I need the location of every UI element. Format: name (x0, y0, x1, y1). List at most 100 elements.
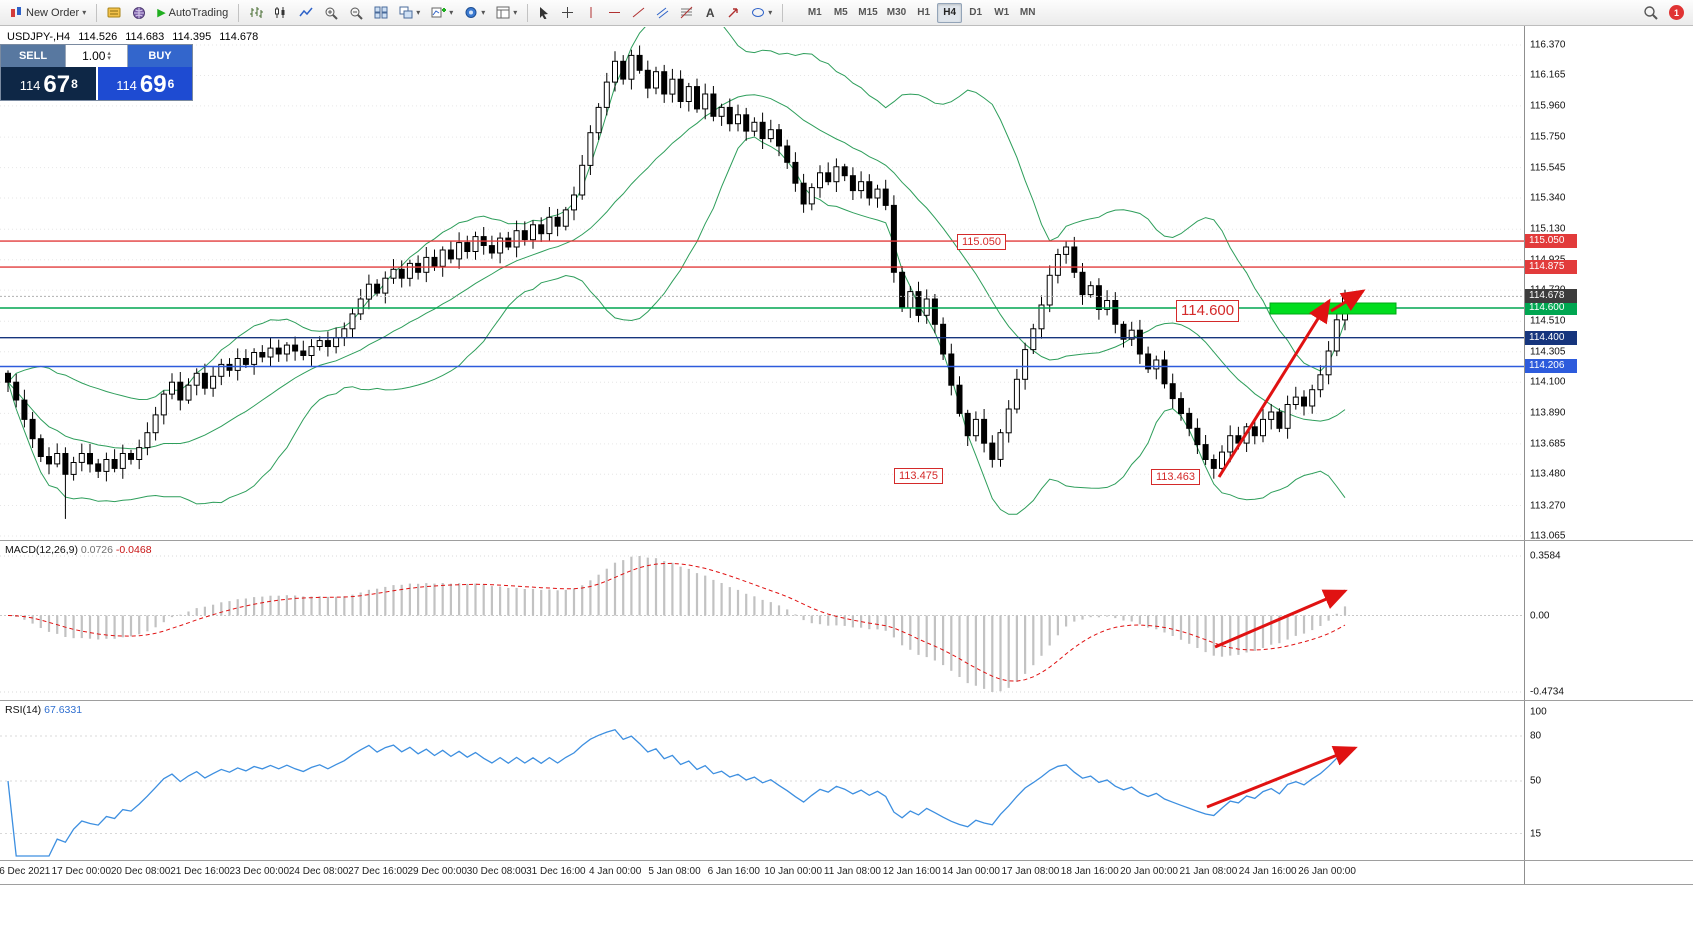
arrange-windows-button[interactable]: ▾ (394, 2, 425, 24)
timeframe-button-m1[interactable]: M1 (802, 3, 827, 23)
macd-scale-top: 0.3584 (1530, 550, 1561, 562)
rsi-scale-80: 80 (1530, 730, 1542, 742)
fibonacci-tool-button[interactable] (675, 2, 698, 24)
tile-windows-button[interactable] (369, 2, 393, 24)
volume-up-button[interactable]: ▴ (107, 50, 111, 57)
trend-arrow[interactable] (1214, 589, 1348, 649)
channel-tool-button[interactable] (651, 2, 674, 24)
new-order-button[interactable]: New Order ▾ (5, 2, 91, 24)
profiles-icon (465, 7, 477, 18)
buy-button[interactable]: BUY (128, 45, 192, 67)
time-tick-label: 31 Dec 16:00 (526, 866, 586, 877)
buy-price-box[interactable]: 114 69 6 (97, 67, 192, 100)
line-chart-button[interactable] (294, 2, 318, 24)
shapes-icon (752, 8, 765, 17)
horizontal-line-tool-button[interactable] (603, 2, 626, 24)
templates-button[interactable]: ▾ (491, 2, 522, 24)
buy-price-big: 69 (139, 71, 167, 98)
macd-name: MACD(12,26,9) (5, 544, 78, 556)
time-tick-label: 17 Jan 08:00 (1001, 866, 1060, 877)
symbol-timeframe: USDJPY-,H4 (7, 31, 71, 43)
sell-button[interactable]: SELL (1, 45, 65, 67)
trend-arrow[interactable] (1206, 746, 1358, 809)
price-annotation-115.050[interactable]: 115.050 (957, 234, 1006, 251)
community-button[interactable] (127, 2, 151, 24)
price-tag-114.400: 114.400 (1525, 330, 1577, 345)
trendline-tool-button[interactable] (627, 2, 650, 24)
timeframe-button-w1[interactable]: W1 (989, 3, 1014, 23)
macd-scale-bottom: -0.4734 (1530, 686, 1564, 698)
notification-badge[interactable]: 1 (1669, 5, 1684, 20)
timeframe-button-m30[interactable]: M30 (883, 3, 910, 23)
timeframe-button-m15[interactable]: M15 (854, 3, 881, 23)
zoom-in-button[interactable] (319, 2, 343, 24)
trend-arrow[interactable] (1330, 289, 1366, 313)
panel-separator-macd[interactable] (0, 540, 1693, 541)
time-tick-label: 24 Dec 08:00 (288, 866, 349, 877)
price-grid (0, 44, 1524, 537)
time-tick-label: 26 Jan 00:00 (1298, 866, 1356, 877)
chevron-down-icon: ▾ (416, 8, 421, 17)
new-chart-button[interactable]: ▾ (426, 2, 458, 24)
horizontal-level-lines[interactable] (0, 240, 1524, 368)
timeframe-button-mn[interactable]: MN (1015, 3, 1040, 23)
macd-label: MACD(12,26,9) 0.0726 -0.0468 (5, 544, 152, 556)
fibonacci-icon (680, 6, 693, 19)
price-annotation-113.463[interactable]: 113.463 (1151, 469, 1200, 486)
arrows-tool-button[interactable] (722, 2, 745, 24)
price-annotation-114.600[interactable]: 114.600 (1176, 300, 1240, 322)
text-tool-button[interactable]: A (699, 2, 721, 24)
new-chart-icon (431, 7, 447, 18)
open-value: 114.526 (78, 31, 118, 43)
volume-value: 1.00 (82, 49, 106, 63)
zoom-in-icon (325, 7, 338, 20)
macd-indicator (0, 555, 1524, 693)
rsi-scale-50: 50 (1530, 775, 1542, 787)
price-annotation-113.475[interactable]: 113.475 (894, 468, 943, 485)
time-tick-label: 24 Jan 16:00 (1238, 866, 1297, 877)
shapes-tool-button[interactable]: ▾ (746, 2, 777, 24)
channel-icon (656, 7, 669, 19)
timeframe-button-h4[interactable]: H4 (937, 2, 963, 23)
price-axis[interactable]: 116.370 116.165 115.960 115.750 115.545 115.3… (1524, 26, 1693, 884)
volume-field[interactable]: 1.00 ▴ ▾ (65, 45, 128, 67)
cascade-windows-icon (399, 6, 413, 19)
play-icon: ▶ (157, 7, 166, 19)
sell-price-box[interactable]: 114 67 8 (1, 67, 96, 100)
rsi-indicator (0, 728, 1524, 857)
chevron-down-icon: ▾ (82, 8, 87, 17)
panel-separator-rsi[interactable] (0, 700, 1693, 701)
templates-icon (496, 6, 510, 19)
panel-separator-time[interactable] (0, 860, 1693, 861)
zoom-out-button[interactable] (344, 2, 368, 24)
price-axis-border (1524, 26, 1525, 884)
candlestick-chart-button[interactable] (269, 2, 293, 24)
time-tick-label: 12 Jan 16:00 (882, 866, 941, 877)
profiles-button[interactable]: ▾ (459, 2, 490, 24)
cursor-tool-button[interactable] (533, 2, 555, 24)
price-tick-label: 114.510 (1530, 315, 1566, 327)
macd-signal-value: -0.0468 (115, 544, 152, 556)
volume-down-button[interactable]: ▾ (107, 55, 111, 62)
timeframe-button-h1[interactable]: H1 (911, 3, 936, 23)
timeframe-button-m5[interactable]: M5 (828, 3, 853, 23)
search-button[interactable] (1638, 2, 1663, 24)
journal-button[interactable] (102, 2, 126, 24)
timeframe-button-d1[interactable]: D1 (963, 3, 988, 23)
crosshair-tool-button[interactable] (556, 2, 579, 24)
time-tick-label: 4 Jan 00:00 (589, 866, 642, 877)
toolbar-right-group: 1 (1638, 2, 1688, 24)
price-tick-label: 114.925 (1530, 254, 1565, 265)
time-tick-label: 16 Dec 2021 (0, 866, 51, 877)
autotrading-button[interactable]: ▶ AutoTrading (152, 2, 233, 24)
vertical-line-tool-button[interactable] (580, 2, 602, 24)
time-tick-label: 11 Jan 08:00 (823, 866, 881, 877)
chevron-down-icon: ▾ (513, 8, 518, 17)
bar-chart-button[interactable] (244, 2, 268, 24)
chart-objects[interactable] (1206, 289, 1397, 809)
trend-arrow[interactable] (1217, 298, 1331, 478)
rsi-label: RSI(14) 67.6331 (5, 704, 82, 716)
candlestick-chart-icon (275, 7, 285, 18)
